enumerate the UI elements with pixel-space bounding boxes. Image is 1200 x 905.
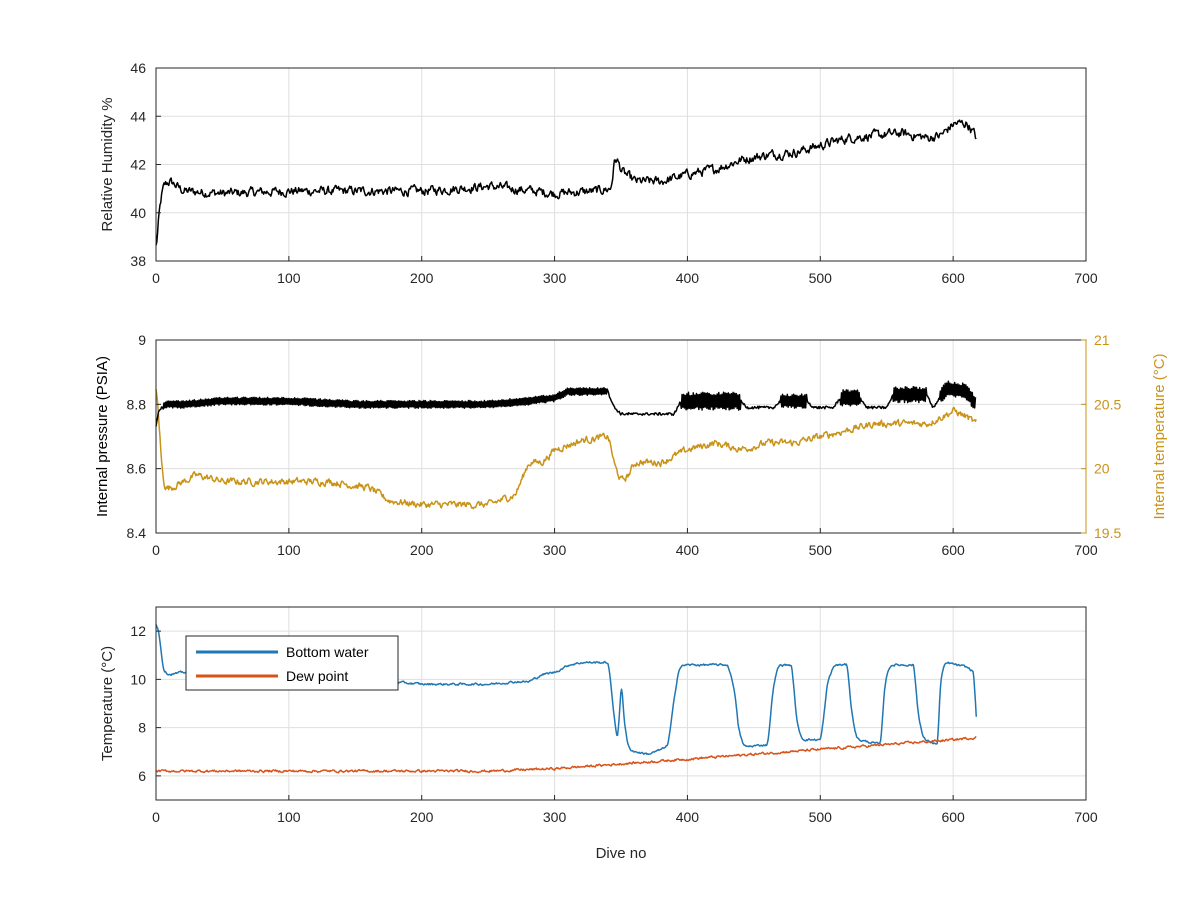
x-tick-label: 600 bbox=[941, 809, 965, 825]
x-tick-label: 300 bbox=[543, 809, 567, 825]
y-tick-label: 42 bbox=[130, 157, 146, 173]
y-right-tick-label: 20 bbox=[1094, 461, 1110, 477]
humidity-panel: 0 100 200 300 400 500 600 700 38 40 42 44 46 Relativ… bbox=[99, 60, 1098, 286]
pressure-temperature-panel: 0 100 200 300 400 500 600 700 8.4 8.6 8.8 9 19.5 20 20… bbox=[94, 332, 1168, 558]
x-tick-label: 100 bbox=[277, 542, 301, 558]
y-tick-label: 40 bbox=[130, 205, 146, 221]
humidity-ylabel: Relative Humidity % bbox=[99, 97, 116, 231]
x-tick-label: 400 bbox=[676, 809, 700, 825]
temperature-panel: 0 100 200 300 400 500 600 700 6 8 10 12 Temperature… bbox=[99, 606, 1098, 862]
x-tick-label: 200 bbox=[410, 542, 434, 558]
y-right-tick-label: 21 bbox=[1094, 332, 1110, 348]
legend-box bbox=[185, 635, 399, 691]
x-tick-label: 700 bbox=[1074, 542, 1098, 558]
y-tick-label: 9 bbox=[138, 332, 146, 348]
x-tick-label: 200 bbox=[410, 270, 434, 286]
legend-label-bottom-water: Bottom water bbox=[286, 644, 369, 660]
y-right-tick-label: 19.5 bbox=[1094, 525, 1121, 541]
x-tick-label: 0 bbox=[152, 270, 160, 286]
temperature-xlabel: Dive no bbox=[596, 845, 647, 862]
x-tick-label: 400 bbox=[676, 542, 700, 558]
y-tick-label: 46 bbox=[130, 60, 146, 76]
y-tick-label: 38 bbox=[130, 253, 146, 269]
x-tick-label: 700 bbox=[1074, 809, 1098, 825]
dew-point-line bbox=[155, 735, 977, 774]
x-tick-label: 700 bbox=[1074, 270, 1098, 286]
y-tick-label: 8.4 bbox=[127, 525, 147, 541]
x-tick-label: 300 bbox=[543, 542, 567, 558]
y-tick-label: 8.8 bbox=[127, 396, 147, 412]
x-tick-label: 100 bbox=[277, 809, 301, 825]
x-tick-label: 300 bbox=[543, 270, 567, 286]
x-tick-label: 600 bbox=[941, 542, 965, 558]
legend-label-dew-point: Dew point bbox=[286, 668, 348, 684]
series-0-line bbox=[155, 119, 977, 246]
y-tick-label: 12 bbox=[130, 623, 146, 639]
y-tick-label: 44 bbox=[130, 108, 146, 124]
pressure-ylabel: Internal pressure (PSIA) bbox=[94, 356, 111, 517]
x-tick-label: 400 bbox=[676, 270, 700, 286]
x-tick-label: 500 bbox=[809, 809, 833, 825]
x-tick-label: 0 bbox=[152, 809, 160, 825]
x-tick-label: 500 bbox=[809, 542, 833, 558]
series-0-line bbox=[155, 389, 977, 510]
x-tick-label: 100 bbox=[277, 270, 301, 286]
x-tick-label: 0 bbox=[152, 542, 160, 558]
y-right-tick-label: 20.5 bbox=[1094, 396, 1121, 412]
temperature-ylabel: Temperature (°C) bbox=[99, 646, 116, 761]
y-tick-label: 10 bbox=[130, 671, 146, 687]
x-tick-label: 600 bbox=[941, 270, 965, 286]
y-tick-label: 8.6 bbox=[127, 461, 147, 477]
series-1-line bbox=[155, 380, 977, 427]
legend: Bottom water Dew point bbox=[185, 635, 399, 691]
y-tick-label: 6 bbox=[138, 768, 146, 784]
y-tick-label: 8 bbox=[138, 720, 146, 736]
x-tick-label: 200 bbox=[410, 809, 434, 825]
x-tick-label: 500 bbox=[809, 270, 833, 286]
internal-temperature-ylabel: Internal temperature (°C) bbox=[1151, 353, 1168, 519]
